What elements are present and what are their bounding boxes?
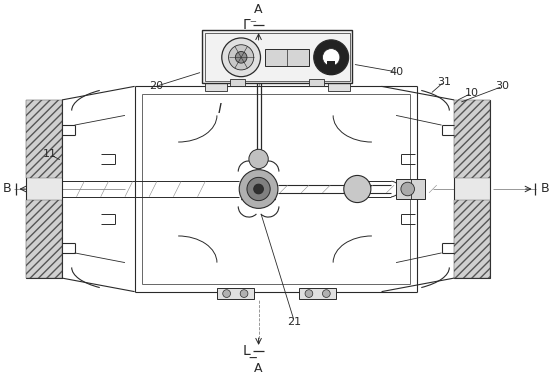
- Circle shape: [240, 290, 248, 297]
- Text: Γ⁻: Γ⁻: [242, 19, 257, 33]
- Text: A: A: [254, 363, 263, 375]
- Text: 20: 20: [149, 81, 163, 91]
- Text: A: A: [254, 3, 263, 15]
- Circle shape: [223, 290, 231, 297]
- Circle shape: [222, 38, 261, 77]
- Bar: [205, 82, 227, 91]
- Circle shape: [239, 170, 278, 208]
- Bar: [205, 33, 349, 81]
- Circle shape: [344, 175, 371, 203]
- Text: 40: 40: [389, 67, 403, 77]
- Text: 11: 11: [43, 149, 56, 159]
- Bar: [230, 79, 245, 86]
- Circle shape: [247, 177, 270, 201]
- Bar: [396, 179, 425, 199]
- Text: L_: L_: [242, 344, 257, 358]
- Circle shape: [401, 182, 415, 196]
- Circle shape: [314, 40, 349, 75]
- Text: 31: 31: [438, 76, 452, 87]
- Polygon shape: [26, 100, 62, 178]
- Polygon shape: [26, 200, 62, 278]
- Circle shape: [254, 184, 263, 194]
- Text: 21: 21: [288, 317, 301, 327]
- Circle shape: [322, 290, 330, 297]
- Text: 10: 10: [465, 88, 479, 98]
- Circle shape: [249, 149, 268, 169]
- Circle shape: [235, 51, 247, 63]
- Polygon shape: [454, 100, 490, 178]
- Bar: [309, 79, 325, 86]
- Text: I: I: [218, 102, 222, 116]
- Circle shape: [322, 49, 340, 66]
- Text: B: B: [3, 183, 12, 195]
- Bar: [203, 30, 353, 84]
- Circle shape: [305, 290, 313, 297]
- Text: 30: 30: [496, 81, 509, 91]
- Polygon shape: [454, 100, 490, 278]
- Text: B: B: [540, 183, 549, 195]
- Bar: [328, 82, 349, 91]
- Circle shape: [229, 45, 254, 70]
- Polygon shape: [26, 100, 62, 278]
- Bar: [266, 49, 309, 66]
- Bar: [217, 288, 254, 299]
- Polygon shape: [454, 200, 490, 278]
- Bar: [299, 288, 336, 299]
- Bar: [327, 61, 335, 75]
